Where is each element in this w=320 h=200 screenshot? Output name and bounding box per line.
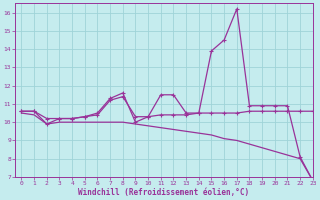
X-axis label: Windchill (Refroidissement éolien,°C): Windchill (Refroidissement éolien,°C)	[78, 188, 250, 197]
